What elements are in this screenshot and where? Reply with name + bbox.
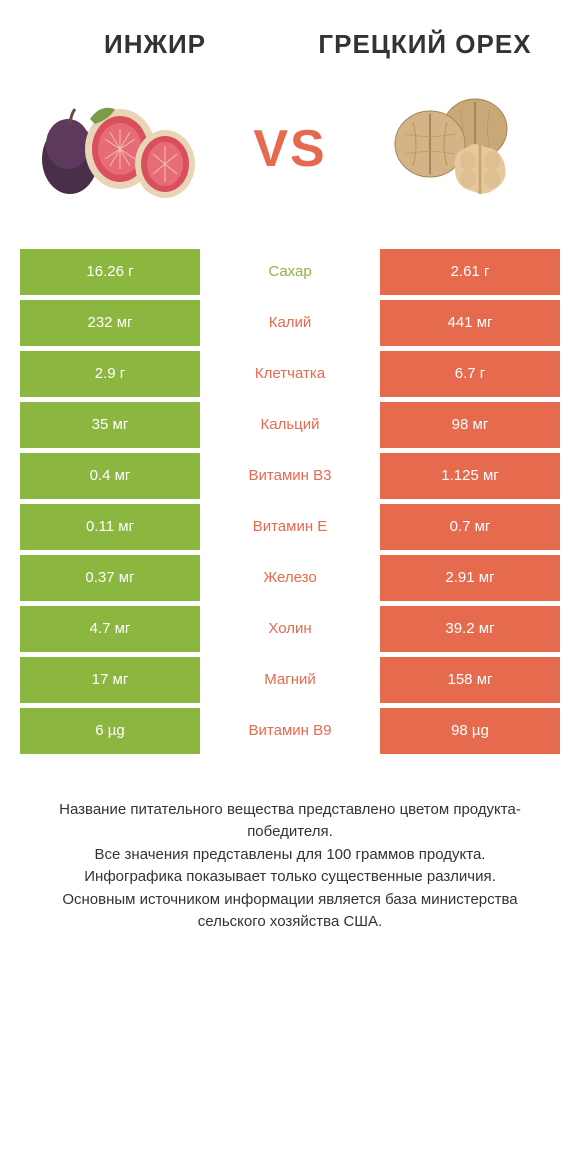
table-row: 0.11 мгВитамин E0.7 мг — [20, 504, 560, 550]
fig-image — [30, 79, 210, 219]
header: ИНЖИР ГРЕЦКИЙ ОРЕХ — [0, 0, 580, 59]
left-value: 16.26 г — [20, 249, 200, 295]
nutrient-label: Сахар — [200, 249, 380, 295]
footer-line: Инфографика показывает только существенн… — [30, 866, 550, 889]
left-value: 4.7 мг — [20, 606, 200, 652]
right-value: 98 µg — [380, 708, 560, 754]
nutrient-label: Клетчатка — [200, 351, 380, 397]
left-value: 6 µg — [20, 708, 200, 754]
nutrient-label: Витамин E — [200, 504, 380, 550]
comparison-table: 16.26 гСахар2.61 г 232 мгКалий441 мг 2.9 г… — [0, 249, 580, 789]
right-value: 6.7 г — [380, 351, 560, 397]
left-value: 2.9 г — [20, 351, 200, 397]
right-value: 98 мг — [380, 402, 560, 448]
nutrient-label: Магний — [200, 657, 380, 703]
nutrient-label: Кальций — [200, 402, 380, 448]
right-value: 2.61 г — [380, 249, 560, 295]
left-value: 0.4 мг — [20, 453, 200, 499]
table-row: 35 мгКальций98 мг — [20, 402, 560, 448]
footer-line: Основным источником информации является … — [30, 889, 550, 934]
walnut-image — [370, 79, 550, 219]
table-row: 232 мгКалий441 мг — [20, 300, 560, 346]
nutrient-label: Холин — [200, 606, 380, 652]
left-value: 0.11 мг — [20, 504, 200, 550]
vs-label: VS — [253, 119, 326, 179]
nutrient-label: Железо — [200, 555, 380, 601]
right-food-title: ГРЕЦКИЙ ОРЕХ — [310, 30, 540, 59]
footer-line: Все значения представлены для 100 граммо… — [30, 844, 550, 867]
table-row: 17 мгМагний158 мг — [20, 657, 560, 703]
right-value: 2.91 мг — [380, 555, 560, 601]
table-row: 16.26 гСахар2.61 г — [20, 249, 560, 295]
left-value: 232 мг — [20, 300, 200, 346]
left-value: 17 мг — [20, 657, 200, 703]
vs-row: VS — [0, 59, 580, 249]
footer-notes: Название питательного вещества представл… — [0, 789, 580, 934]
left-value: 35 мг — [20, 402, 200, 448]
table-row: 4.7 мгХолин39.2 мг — [20, 606, 560, 652]
nutrient-label: Калий — [200, 300, 380, 346]
table-row: 0.37 мгЖелезо2.91 мг — [20, 555, 560, 601]
right-value: 441 мг — [380, 300, 560, 346]
table-row: 6 µgВитамин B998 µg — [20, 708, 560, 754]
right-value: 1.125 мг — [380, 453, 560, 499]
right-value: 0.7 мг — [380, 504, 560, 550]
nutrient-label: Витамин B3 — [200, 453, 380, 499]
right-value: 158 мг — [380, 657, 560, 703]
nutrient-label: Витамин B9 — [200, 708, 380, 754]
footer-line: Название питательного вещества представл… — [30, 799, 550, 844]
left-value: 0.37 мг — [20, 555, 200, 601]
table-row: 0.4 мгВитамин B31.125 мг — [20, 453, 560, 499]
right-value: 39.2 мг — [380, 606, 560, 652]
table-row: 2.9 гКлетчатка6.7 г — [20, 351, 560, 397]
left-food-title: ИНЖИР — [40, 30, 270, 59]
